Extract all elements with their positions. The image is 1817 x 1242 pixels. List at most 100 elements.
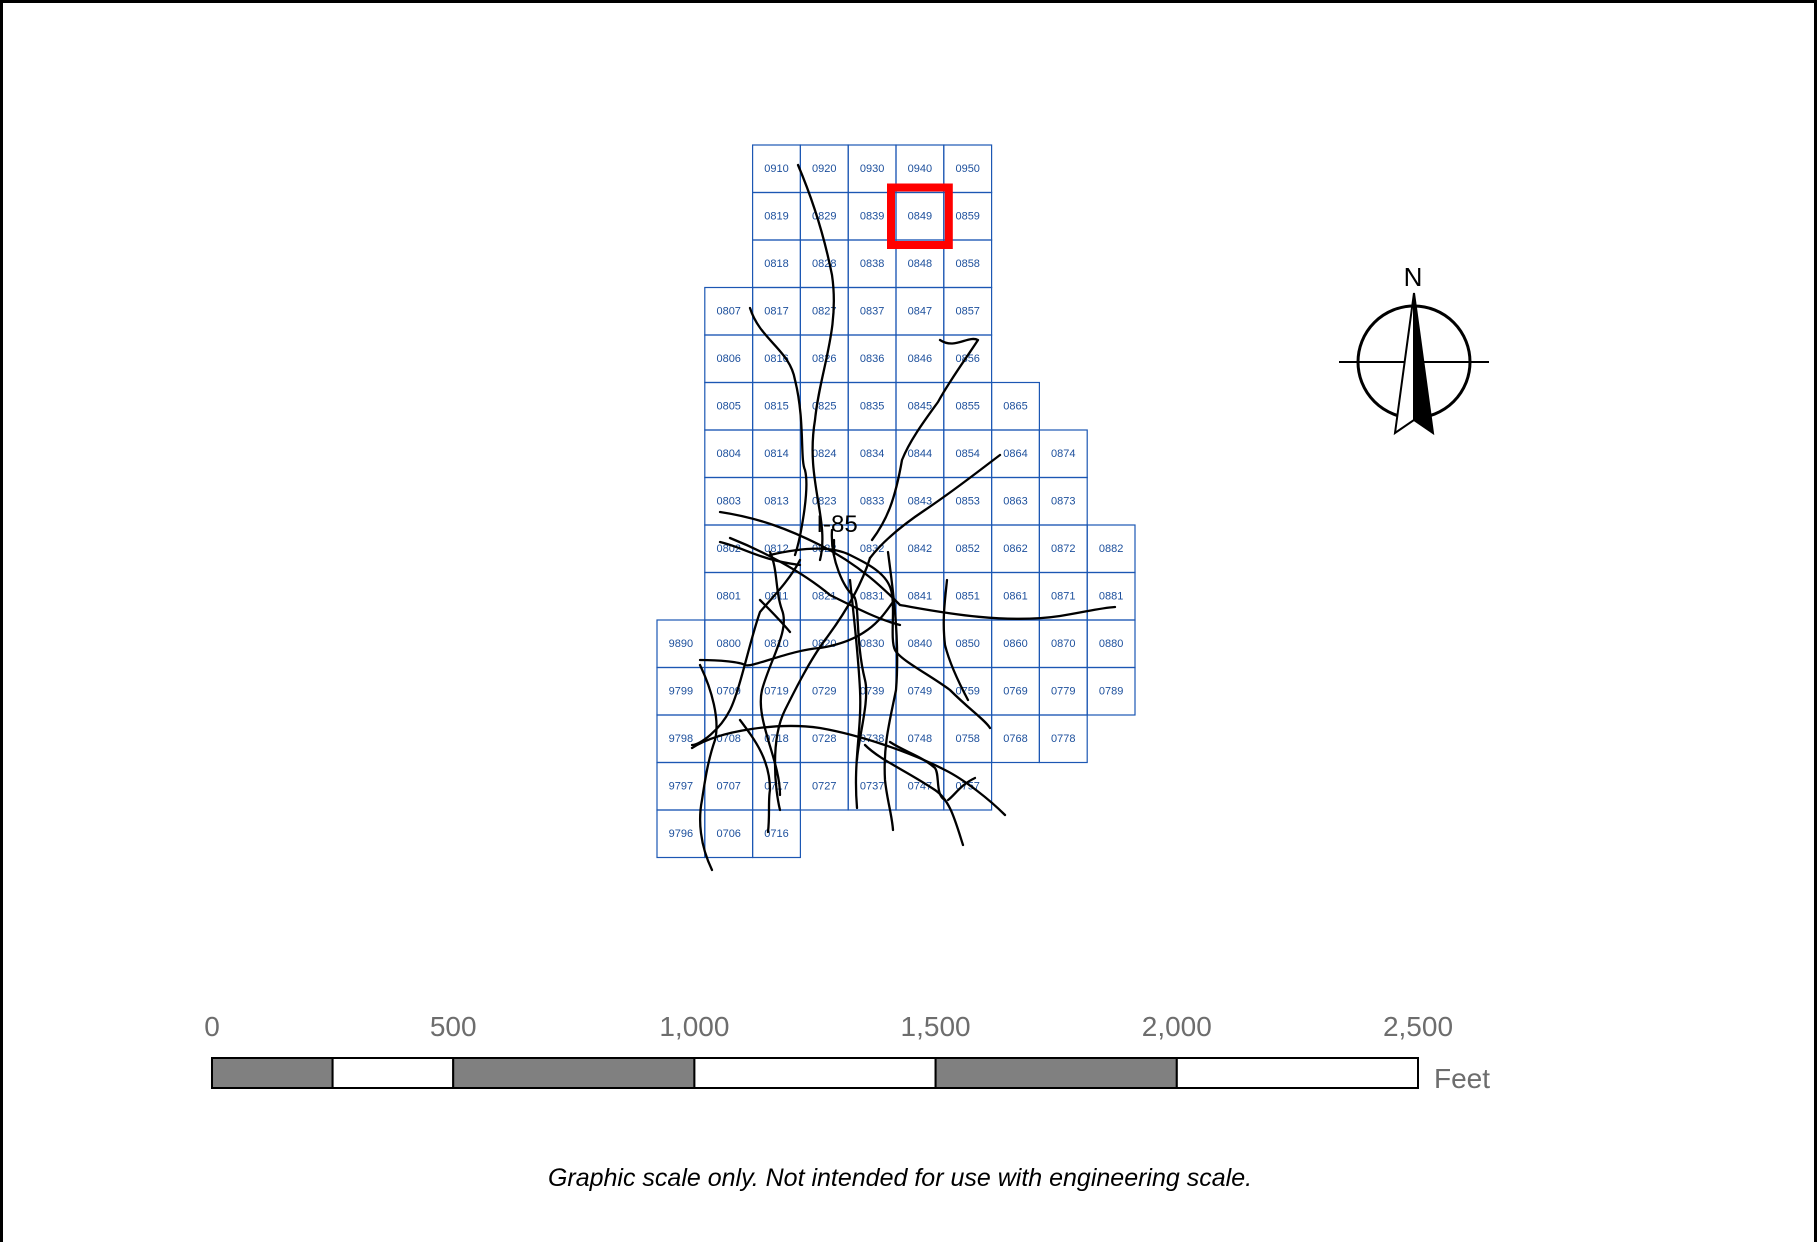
- road-line: [690, 558, 802, 747]
- tile-label: 0853: [955, 496, 979, 508]
- tile-label: 0858: [955, 258, 979, 270]
- tile-label: 0826: [812, 353, 836, 365]
- tile-label: 0848: [908, 258, 932, 270]
- road-line: [942, 578, 970, 702]
- road-line: [946, 776, 977, 802]
- scale-bar: 0 500 1,000 1,500 2,000 2,500 Feet: [204, 1011, 1490, 1094]
- tile-label: 0807: [716, 306, 740, 318]
- north-arrow-icon: N: [1339, 262, 1489, 436]
- scale-segment: [693, 1057, 937, 1089]
- tile-label: 0769: [1003, 686, 1027, 698]
- tile-label: 0814: [764, 448, 788, 460]
- road-line: [718, 510, 1117, 620]
- road-line: [796, 163, 836, 562]
- tile-label: 0828: [812, 258, 836, 270]
- scale-tick-label: 1,500: [901, 1011, 971, 1042]
- tile-label: 0815: [764, 401, 788, 413]
- road-line: [698, 600, 895, 667]
- scale-tick-label: 0: [204, 1011, 220, 1042]
- tile-label: 0880: [1099, 638, 1123, 650]
- tile-label: 0789: [1099, 686, 1123, 698]
- tile-label: 0840: [908, 638, 932, 650]
- footnote-text: Graphic scale only. Not intended for use…: [548, 1164, 1252, 1192]
- tile-label: 0845: [908, 401, 932, 413]
- tile-label: 0842: [908, 543, 932, 555]
- tile-label: 0804: [716, 448, 740, 460]
- road-line: [690, 724, 1007, 817]
- tile-label: 0882: [1099, 543, 1123, 555]
- scale-segment: [211, 1057, 334, 1089]
- tile-label: 0832: [860, 543, 884, 555]
- tile-label: 0739: [860, 686, 884, 698]
- road-line: [768, 547, 992, 730]
- road-line: [748, 306, 808, 557]
- tile-label: 0758: [955, 733, 979, 745]
- tile-label: 0728: [812, 733, 836, 745]
- tile-label: 0810: [764, 638, 788, 650]
- tile-label: 0857: [955, 306, 979, 318]
- tile-label: 0801: [716, 591, 740, 603]
- tile-label: 0861: [1003, 591, 1027, 603]
- road-line: [883, 550, 899, 832]
- road-line: [863, 743, 965, 847]
- tile-label: 0749: [908, 686, 932, 698]
- tile-label: 0950: [955, 163, 979, 175]
- tile-label: 0838: [860, 258, 884, 270]
- tile-label: 9890: [669, 638, 693, 650]
- tile-label: 0849: [908, 211, 932, 223]
- tile-label: 0865: [1003, 401, 1027, 413]
- road-line: [738, 718, 772, 834]
- tile-label: 0833: [860, 496, 884, 508]
- tile-label: 0821: [812, 591, 836, 603]
- tile-label: 0844: [908, 448, 932, 460]
- tile-label: 0855: [955, 401, 979, 413]
- scale-tick-label: 2,000: [1142, 1011, 1212, 1042]
- tile-label: 0824: [812, 448, 836, 460]
- north-label: N: [1404, 262, 1423, 292]
- highlighted-tile-marker: [887, 183, 953, 249]
- arrow-right-half-icon: [1413, 292, 1435, 436]
- tile-label: 0727: [812, 781, 836, 793]
- scale-segment: [1175, 1057, 1420, 1089]
- tile-label: 0729: [812, 686, 836, 698]
- tile-label: 0707: [716, 781, 740, 793]
- tile-label: 9799: [669, 686, 693, 698]
- tile-label: 0834: [860, 448, 884, 460]
- road-line: [718, 540, 802, 567]
- tile-label: 0800: [716, 638, 740, 650]
- tile-label: 0856: [955, 353, 979, 365]
- tile-label: 0854: [955, 448, 979, 460]
- tile-label: 9798: [669, 733, 693, 745]
- tile-label: 0839: [860, 211, 884, 223]
- road-line: [848, 578, 862, 810]
- tile-label: 0837: [860, 306, 884, 318]
- tile-label: 9796: [669, 828, 693, 840]
- tile-label: 0847: [908, 306, 932, 318]
- tile-label: 0759: [955, 686, 979, 698]
- tile-label: 0830: [860, 638, 884, 650]
- tile-label: 0779: [1051, 686, 1075, 698]
- tile-label: 0806: [716, 353, 740, 365]
- tile-label: 0863: [1003, 496, 1027, 508]
- tile-label: 0768: [1003, 733, 1027, 745]
- tile-label: 0831: [860, 591, 884, 603]
- scale-segment: [452, 1057, 696, 1089]
- tile-label: 0874: [1051, 448, 1075, 460]
- tile-label: 0920: [812, 163, 836, 175]
- tile-label: 0805: [716, 401, 740, 413]
- tile-label: 0843: [908, 496, 932, 508]
- scale-tick-label: 2,500: [1383, 1011, 1453, 1042]
- tile-label: 0846: [908, 353, 932, 365]
- tile-label: 0706: [716, 828, 740, 840]
- tile-label: 0841: [908, 591, 932, 603]
- tile-label: 9797: [669, 781, 693, 793]
- tile-label: 0748: [908, 733, 932, 745]
- tile-label: 0860: [1003, 638, 1027, 650]
- tile-cell: [943, 761, 993, 811]
- tile-label: 0862: [1003, 543, 1027, 555]
- road-line: [830, 528, 868, 762]
- scale-tick-label: 500: [430, 1011, 477, 1042]
